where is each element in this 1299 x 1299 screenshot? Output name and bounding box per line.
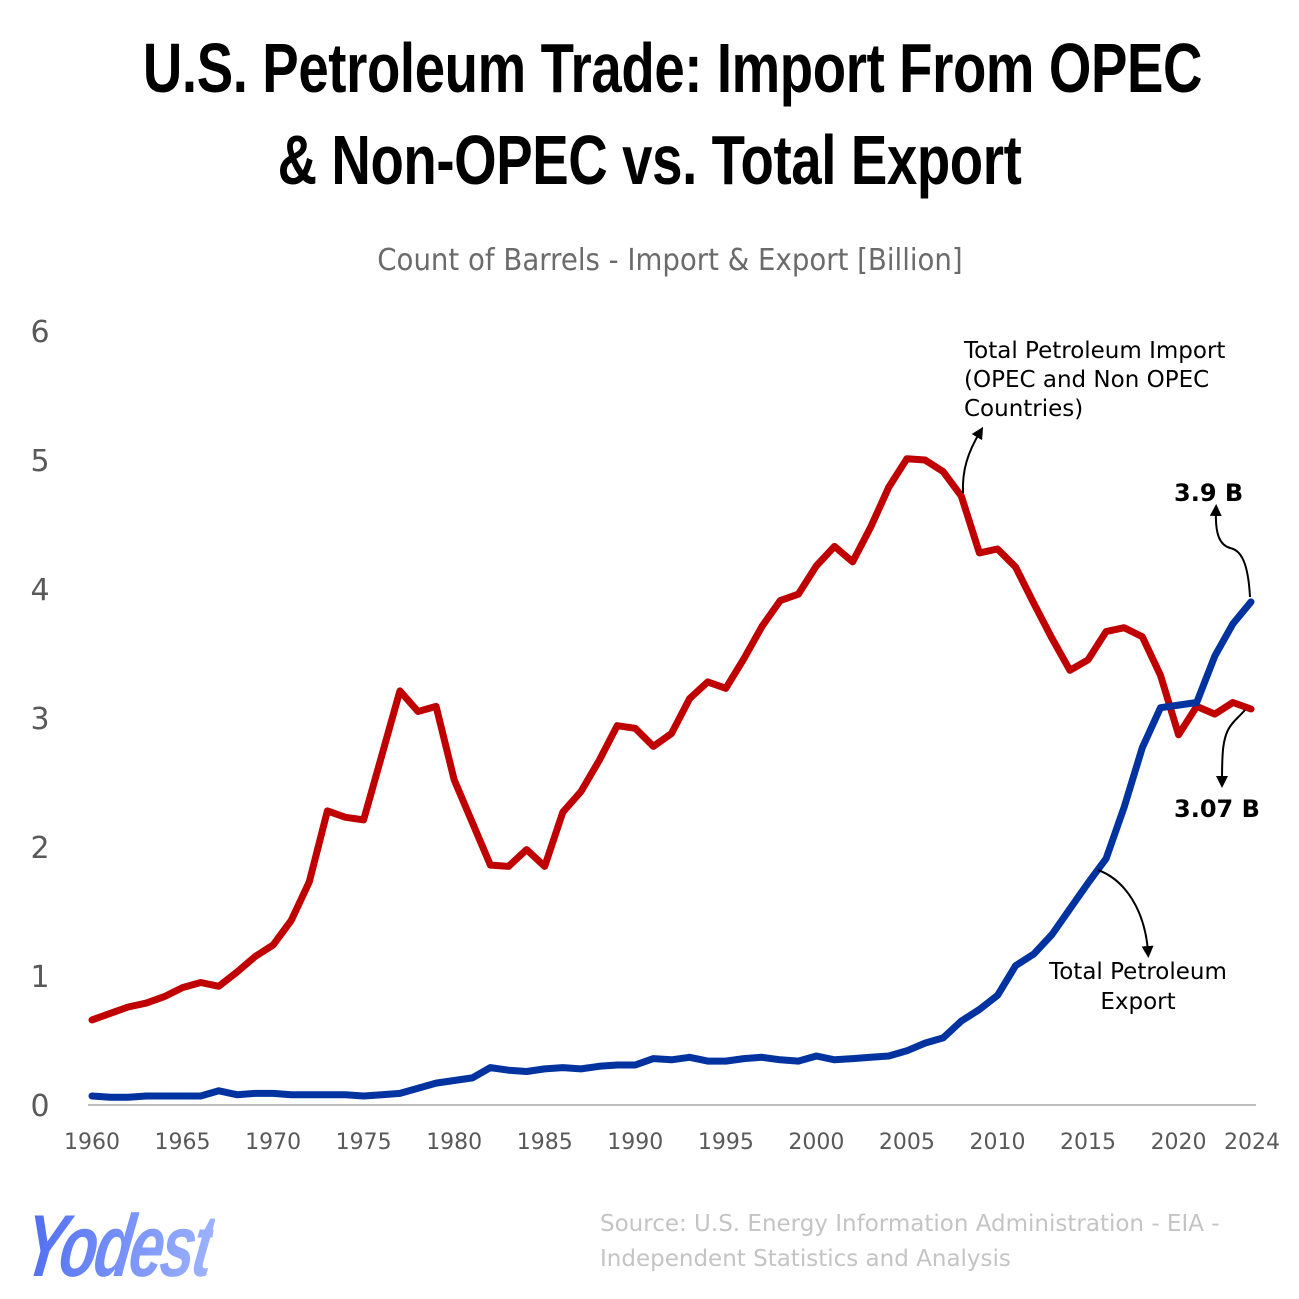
import-annotation-text: (OPEC and Non OPEC bbox=[964, 367, 1209, 393]
source-note: Source: U.S. Energy Information Administ… bbox=[600, 1207, 1220, 1277]
import-end-arrow bbox=[1216, 709, 1246, 788]
export-series-line bbox=[88, 598, 1255, 1101]
import-annotation-text: Countries) bbox=[964, 396, 1083, 422]
y-tick-label: 2 bbox=[30, 831, 49, 866]
x-tick-label: 1975 bbox=[336, 1130, 392, 1155]
source-line1: Source: U.S. Energy Information Administ… bbox=[600, 1211, 1220, 1237]
export-end-arrow bbox=[1209, 504, 1251, 598]
x-tick-label: 1960 bbox=[64, 1130, 120, 1155]
export-annotation-text: Export bbox=[1100, 989, 1175, 1015]
export-end-value-label: 3.9 B bbox=[1174, 479, 1243, 507]
chart-title-line2: & Non-OPEC vs. Total Export bbox=[277, 121, 1022, 199]
source-line2: Independent Statistics and Analysis bbox=[600, 1246, 1011, 1272]
y-tick-label: 3 bbox=[30, 702, 49, 737]
x-tick-label: 1995 bbox=[698, 1130, 754, 1155]
import-series-line bbox=[88, 455, 1255, 1024]
import-annotation-text: Total Petroleum Import bbox=[963, 338, 1225, 364]
x-tick-label: 2005 bbox=[879, 1130, 935, 1155]
y-tick-label: 6 bbox=[30, 315, 49, 350]
x-tick-label: 1965 bbox=[155, 1130, 211, 1155]
y-tick-label: 1 bbox=[30, 960, 49, 995]
import-annotation-arrow bbox=[961, 426, 984, 494]
yodest-logo: Yodest bbox=[17, 1196, 219, 1295]
x-tick-label: 2000 bbox=[788, 1130, 844, 1155]
chart-subtitle: Count of Barrels - Import & Export [Bill… bbox=[377, 243, 963, 278]
export-annotation-arrow bbox=[1097, 869, 1154, 958]
y-tick-label: 5 bbox=[30, 444, 49, 479]
y-tick-label: 0 bbox=[30, 1089, 49, 1124]
x-tick-label: 2024 bbox=[1224, 1130, 1280, 1155]
x-tick-label: 2010 bbox=[969, 1130, 1025, 1155]
chart-title-line1: U.S. Petroleum Trade: Import From OPEC bbox=[142, 29, 1203, 107]
x-tick-label: 1970 bbox=[245, 1130, 301, 1155]
x-tick-label: 2020 bbox=[1151, 1130, 1207, 1155]
export-annotation-text: Total Petroleum bbox=[1048, 959, 1227, 985]
y-tick-label: 4 bbox=[30, 573, 49, 608]
x-tick-label: 1990 bbox=[607, 1130, 663, 1155]
import-end-value-label: 3.07 B bbox=[1174, 795, 1260, 823]
x-tick-label: 1985 bbox=[517, 1130, 573, 1155]
x-tick-label: 2015 bbox=[1060, 1130, 1116, 1155]
x-tick-label: 1980 bbox=[426, 1130, 482, 1155]
